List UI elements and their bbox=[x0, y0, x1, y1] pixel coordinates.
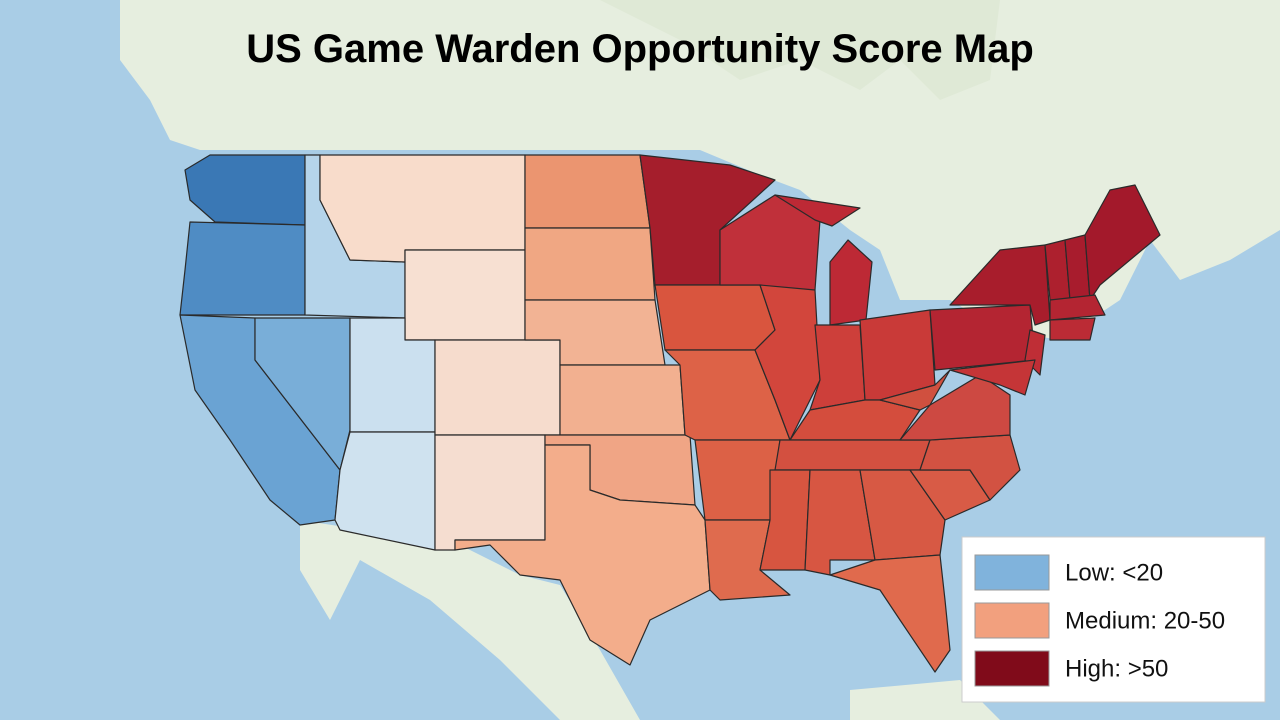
state-mt bbox=[319, 154, 526, 263]
state-tn bbox=[774, 439, 931, 471]
state-nm bbox=[434, 434, 546, 551]
legend-label: Low: <20 bbox=[1065, 559, 1163, 586]
state-wv bbox=[879, 369, 951, 411]
canada-inland bbox=[600, 0, 1000, 100]
state-pa bbox=[929, 304, 1036, 371]
state-ct bbox=[1049, 317, 1096, 341]
state-az bbox=[334, 431, 436, 551]
state-il bbox=[754, 284, 821, 441]
state-md bbox=[949, 359, 1036, 396]
state-oh bbox=[859, 309, 936, 401]
state-wy bbox=[404, 249, 526, 341]
legend-swatch bbox=[974, 554, 1050, 591]
legend: Low: <20 Medium: 20-50 High: >50 bbox=[961, 536, 1266, 703]
state-ar bbox=[694, 439, 781, 521]
state-ia bbox=[654, 284, 776, 351]
state-or bbox=[179, 221, 306, 316]
map-title: US Game Warden Opportunity Score Map bbox=[246, 27, 1034, 71]
canada bbox=[120, 0, 1280, 340]
legend-swatch bbox=[974, 650, 1050, 687]
state-mi-upper bbox=[774, 194, 861, 227]
legend-label: Medium: 20-50 bbox=[1065, 607, 1225, 634]
legend-swatch bbox=[974, 602, 1050, 639]
state-fl bbox=[829, 554, 951, 673]
legend-label: High: >50 bbox=[1065, 655, 1168, 682]
state-sd bbox=[524, 227, 656, 301]
state-ma bbox=[1049, 294, 1106, 321]
state-ks bbox=[559, 364, 686, 436]
state-nd bbox=[524, 154, 651, 229]
state-ga bbox=[859, 469, 946, 561]
state-tx bbox=[454, 444, 711, 666]
states bbox=[179, 154, 1161, 673]
state-co bbox=[434, 339, 561, 436]
mexico bbox=[300, 520, 640, 720]
state-ms bbox=[759, 469, 811, 571]
